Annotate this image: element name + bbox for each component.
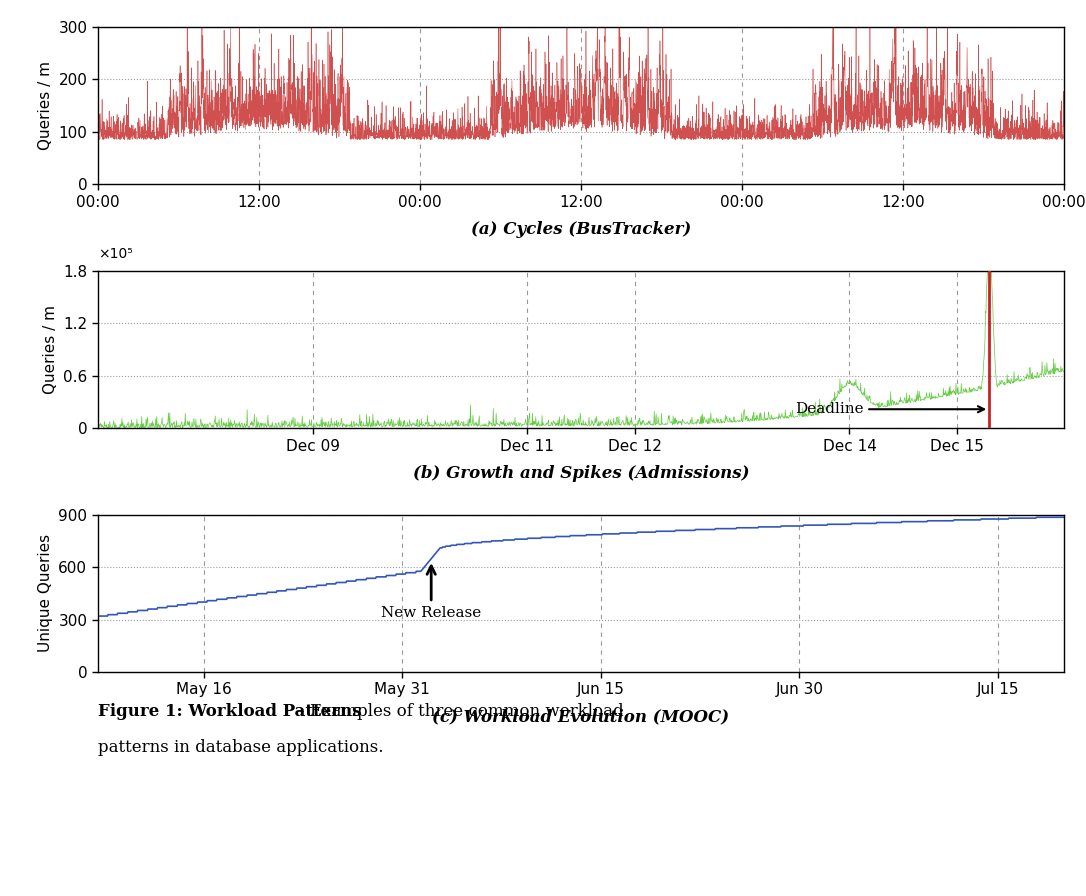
Text: – Examples of three common workload: – Examples of three common workload [291, 703, 623, 720]
Y-axis label: Queries / m: Queries / m [38, 61, 53, 150]
Text: Deadline: Deadline [795, 402, 984, 417]
Text: patterns in database applications.: patterns in database applications. [98, 739, 383, 756]
Text: New Release: New Release [381, 566, 481, 619]
Text: ×10⁵: ×10⁵ [98, 247, 132, 262]
Y-axis label: Unique Queries: Unique Queries [38, 534, 53, 652]
X-axis label: (b) Growth and Spikes (Admissions): (b) Growth and Spikes (Admissions) [413, 465, 749, 482]
Y-axis label: Queries / m: Queries / m [42, 305, 58, 394]
X-axis label: (c) Workload Evolution (MOOC): (c) Workload Evolution (MOOC) [432, 709, 730, 726]
Text: Figure 1: Workload Patterns: Figure 1: Workload Patterns [98, 703, 362, 720]
X-axis label: (a) Cycles (BusTracker): (a) Cycles (BusTracker) [471, 220, 691, 237]
